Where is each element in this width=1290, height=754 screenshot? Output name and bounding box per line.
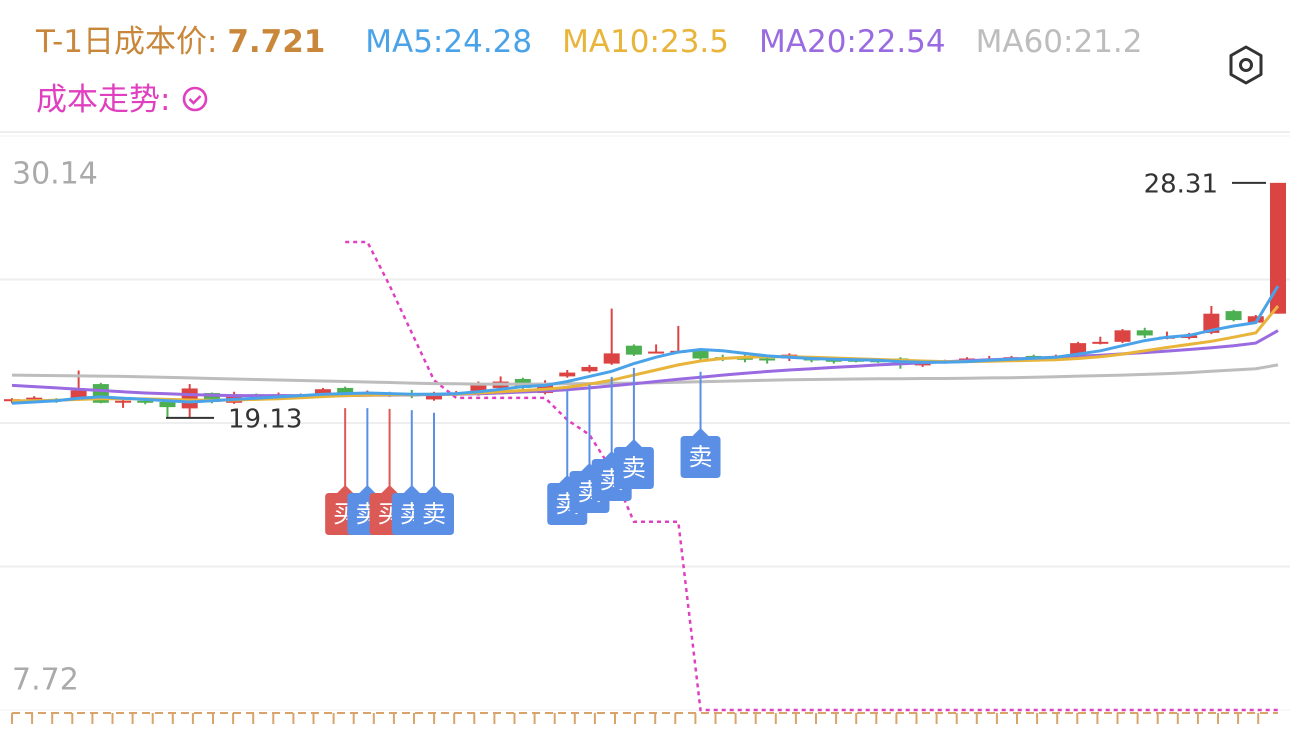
signal-badge bbox=[613, 439, 654, 489]
signal-badge bbox=[414, 485, 454, 535]
cost-line bbox=[345, 240, 1278, 712]
legend-item: MA524.28 bbox=[365, 24, 532, 60]
trend-row[interactable]: 成本走势: bbox=[36, 74, 210, 119]
trend-label: 成本走势: bbox=[36, 82, 171, 118]
signal-marker: 卖 bbox=[680, 371, 721, 478]
settings-icon[interactable] bbox=[1226, 44, 1266, 86]
candle-body bbox=[70, 390, 87, 400]
candle-body bbox=[1114, 330, 1131, 342]
check-icon bbox=[183, 86, 208, 112]
candle-body bbox=[137, 400, 154, 403]
legend-item: MA6021.2 bbox=[976, 24, 1143, 60]
candle-body bbox=[648, 351, 665, 354]
legend-name: MA5 bbox=[365, 24, 443, 60]
signal-marker: 卖 bbox=[613, 367, 654, 489]
legend-item: MA2022.54 bbox=[759, 24, 946, 60]
legend: MA524.28 MA1023.5 MA2022.54 MA6021.2 bbox=[335, 24, 1142, 60]
candle-body bbox=[314, 389, 331, 395]
legend-value: 24.28 bbox=[443, 24, 533, 60]
candle-body bbox=[603, 353, 620, 364]
candle-body bbox=[337, 387, 354, 395]
y-tick-label: 7.72 bbox=[12, 663, 79, 698]
legend-name: MA10 bbox=[562, 24, 660, 60]
candle-body bbox=[1225, 311, 1242, 321]
candle-body bbox=[470, 384, 487, 395]
candle-body bbox=[159, 402, 176, 408]
ma-line bbox=[11, 285, 1280, 405]
cost-label: T-1日成本价: bbox=[36, 24, 218, 60]
cost-value: 7.721 bbox=[227, 24, 326, 60]
legend-name: MA20 bbox=[759, 24, 857, 60]
candle-body bbox=[759, 358, 776, 361]
header: T-1日成本价: 7.721 MA524.28 MA1023.5 MA2022.54… bbox=[0, 0, 1290, 132]
signal-label: 卖 bbox=[622, 454, 646, 482]
candle-body bbox=[1136, 330, 1153, 336]
candle-body bbox=[426, 393, 442, 400]
candle-body bbox=[1247, 316, 1264, 323]
candle-body bbox=[559, 372, 576, 377]
legend-item: MA1023.5 bbox=[562, 24, 729, 60]
signal-label: 卖 bbox=[422, 500, 446, 528]
y-tick-label: 30.14 bbox=[12, 157, 98, 192]
candle-body bbox=[581, 366, 598, 372]
candle-body bbox=[115, 400, 132, 403]
low-mark-label: 19.13 bbox=[228, 404, 302, 434]
candle-body bbox=[203, 393, 220, 403]
signal-marker: 卖 bbox=[414, 412, 454, 535]
candle-body bbox=[692, 350, 709, 359]
candle-body bbox=[1270, 182, 1286, 314]
high-mark-label: 28.31 bbox=[1144, 169, 1218, 199]
ma-line bbox=[11, 329, 1279, 398]
legend-value: 23.5 bbox=[659, 24, 730, 60]
signal-badge bbox=[680, 428, 721, 478]
legend-row: T-1日成本价: 7.721 MA524.28 MA1023.5 MA2022.54… bbox=[36, 16, 1143, 61]
legend-value: 22.54 bbox=[856, 24, 946, 60]
legend-value: 21.2 bbox=[1073, 24, 1143, 60]
signal-label: 卖 bbox=[689, 443, 713, 471]
candle-body bbox=[1092, 341, 1109, 344]
legend-name: MA60 bbox=[976, 24, 1074, 60]
candle-body bbox=[26, 397, 43, 401]
candle-body bbox=[625, 345, 642, 355]
